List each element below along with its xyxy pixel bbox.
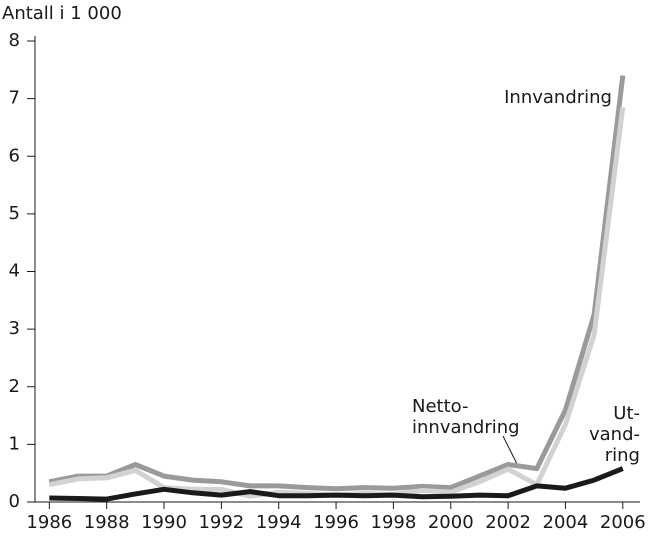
y-tick-label: 1 [9, 433, 20, 454]
series-line [48, 75, 626, 492]
y-tick-label: 0 [9, 491, 20, 512]
y-tick-label: 3 [9, 318, 20, 339]
x-tick-label: 1994 [256, 512, 302, 533]
y-tick-label: 2 [9, 376, 20, 397]
axis-title: Antall i 1 000 [2, 3, 122, 24]
y-tick-label: 7 [9, 88, 20, 109]
series-line [48, 106, 626, 499]
x-tick-label: 1998 [371, 512, 417, 533]
x-tick-label: 1992 [198, 512, 244, 533]
series-label: innvandring [412, 417, 520, 438]
x-tick-label: 2002 [485, 512, 531, 533]
x-tick-label: 2000 [428, 512, 474, 533]
y-tick-label: 5 [9, 203, 20, 224]
x-tick-label: 1996 [313, 512, 359, 533]
leader-line [502, 435, 519, 467]
y-tick-label: 4 [9, 261, 20, 282]
series-label: Innvandring [504, 87, 612, 108]
series-label: ring [605, 445, 640, 466]
series-line [49, 466, 624, 502]
x-tick-label: 1990 [141, 512, 187, 533]
series-label: Netto- [412, 396, 469, 417]
x-tick-label: 1986 [26, 512, 72, 533]
series-label: vand- [589, 424, 640, 445]
x-tick-label: 2004 [543, 512, 589, 533]
x-tick-label: 1988 [84, 512, 130, 533]
y-tick-label: 8 [9, 30, 20, 51]
x-tick-label: 2006 [600, 512, 646, 533]
y-tick-label: 6 [9, 145, 20, 166]
series-label: Ut- [613, 403, 640, 424]
